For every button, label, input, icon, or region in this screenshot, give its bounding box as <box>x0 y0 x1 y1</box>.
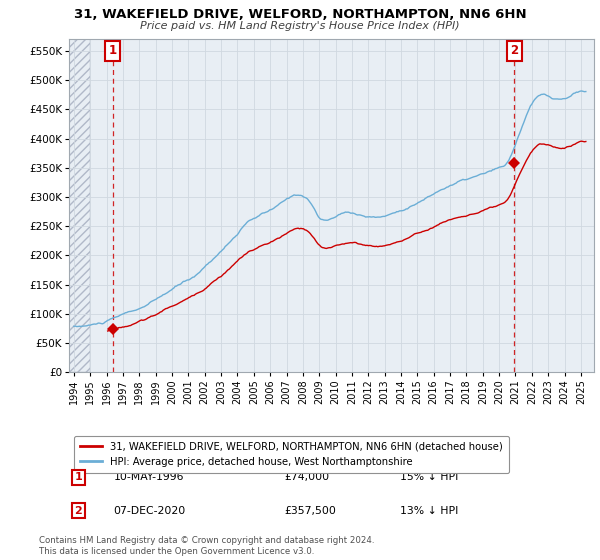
Text: 07-DEC-2020: 07-DEC-2020 <box>113 506 186 516</box>
Text: 1: 1 <box>109 44 116 57</box>
Text: 13% ↓ HPI: 13% ↓ HPI <box>400 506 458 516</box>
Text: 2: 2 <box>510 44 518 57</box>
Bar <box>69 39 90 372</box>
Text: 2: 2 <box>74 506 82 516</box>
Text: £357,500: £357,500 <box>284 506 336 516</box>
Text: 31, WAKEFIELD DRIVE, WELFORD, NORTHAMPTON, NN6 6HN: 31, WAKEFIELD DRIVE, WELFORD, NORTHAMPTO… <box>74 8 526 21</box>
Text: £74,000: £74,000 <box>284 472 329 482</box>
Text: Price paid vs. HM Land Registry's House Price Index (HPI): Price paid vs. HM Land Registry's House … <box>140 21 460 31</box>
Legend: 31, WAKEFIELD DRIVE, WELFORD, NORTHAMPTON, NN6 6HN (detached house), HPI: Averag: 31, WAKEFIELD DRIVE, WELFORD, NORTHAMPTO… <box>74 436 509 473</box>
Text: 10-MAY-1996: 10-MAY-1996 <box>113 472 184 482</box>
Text: 1: 1 <box>74 472 82 482</box>
Text: 15% ↓ HPI: 15% ↓ HPI <box>400 472 458 482</box>
Text: Contains HM Land Registry data © Crown copyright and database right 2024.
This d: Contains HM Land Registry data © Crown c… <box>39 536 374 556</box>
